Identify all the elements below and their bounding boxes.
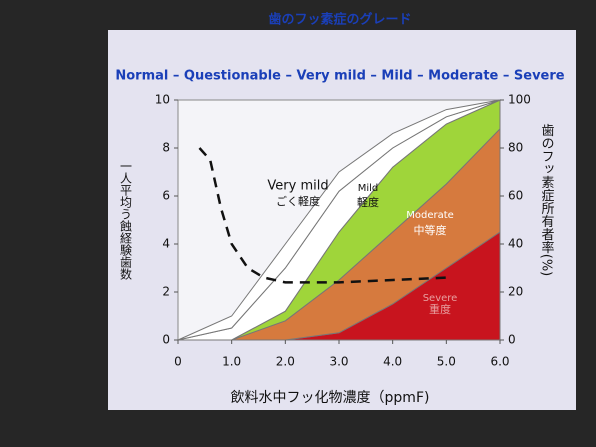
x-tick-label: 3.0	[329, 355, 348, 369]
series-label-ja: ごく軽度	[276, 194, 320, 208]
series-label: Moderate	[406, 210, 454, 221]
x-tick-label: 0	[174, 355, 182, 369]
x-axis-label: 飲料水中フッ化物濃度（ppmF)	[231, 390, 430, 406]
y2-tick-label: 40	[508, 237, 523, 251]
series-label-ja: 重度	[429, 302, 451, 316]
series-label: Very mild	[267, 179, 328, 194]
y2-axis-label: 歯のフッ素症所有者率(%)	[539, 124, 555, 277]
y2-tick-label: 60	[508, 189, 523, 203]
y-tick-label: 2	[162, 285, 170, 299]
series-label-ja: 軽度	[357, 195, 379, 209]
x-tick-label: 6.0	[490, 355, 509, 369]
y2-tick-label: 0	[508, 333, 516, 347]
y2-tick-label: 20	[508, 285, 523, 299]
dmft-line	[198, 147, 447, 284]
y-tick-label: 8	[162, 141, 170, 155]
y2-tick-label: 100	[508, 93, 531, 107]
series-label: Severe	[423, 293, 458, 304]
chart-subtitle: Normal – Questionable – Very mild – Mild…	[115, 69, 564, 84]
y-tick-label: 10	[155, 93, 170, 107]
y-tick-label: 4	[162, 237, 170, 251]
series-label: Mild	[358, 183, 379, 194]
y-axis-label: 一人平均う蝕経験歯数	[119, 160, 133, 281]
x-tick-label: 4.0	[383, 355, 402, 369]
x-tick-label: 2.0	[276, 355, 295, 369]
y2-tick-label: 80	[508, 141, 523, 155]
y-tick-label: 6	[162, 189, 170, 203]
series-label-ja: 中等度	[414, 223, 447, 237]
x-tick-label: 1.0	[222, 355, 241, 369]
x-tick-label: 5.0	[437, 355, 456, 369]
chart-title: 歯のフッ素症のグレード	[268, 12, 411, 28]
y-tick-label: 0	[162, 333, 170, 347]
